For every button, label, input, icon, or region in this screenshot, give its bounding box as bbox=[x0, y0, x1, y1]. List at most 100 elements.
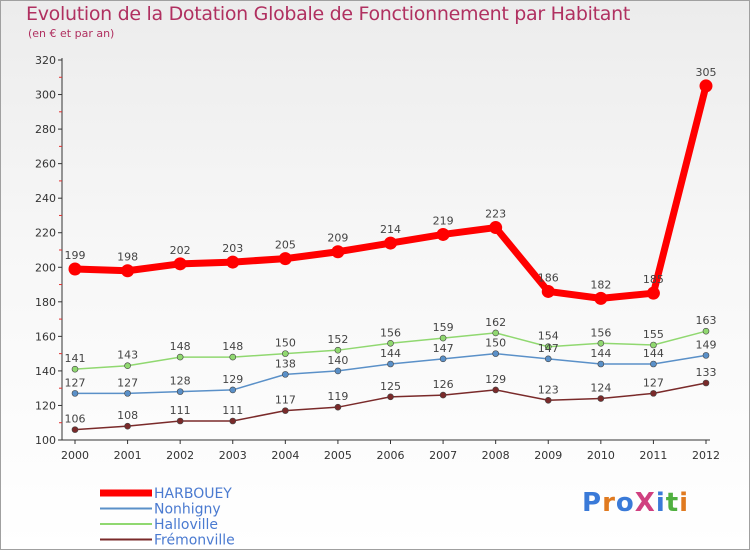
data-label: 182 bbox=[590, 278, 611, 291]
x-tick-label: 2007 bbox=[429, 449, 457, 462]
data-label: 154 bbox=[538, 330, 559, 343]
data-label: 127 bbox=[117, 376, 138, 389]
y-tick-label: 140 bbox=[35, 365, 56, 378]
data-point bbox=[492, 350, 499, 357]
data-label: 219 bbox=[433, 214, 454, 227]
legend-label: Frémonville bbox=[154, 533, 235, 549]
logo-letter: i bbox=[655, 488, 666, 518]
data-point bbox=[229, 386, 237, 394]
y-tick-label: 160 bbox=[35, 330, 56, 343]
data-point bbox=[282, 350, 289, 357]
x-tick-label: 2006 bbox=[377, 449, 405, 462]
data-label: 143 bbox=[117, 349, 138, 362]
x-tick-label: 2010 bbox=[587, 449, 615, 462]
x-tick-label: 2003 bbox=[219, 449, 247, 462]
data-label: 126 bbox=[433, 378, 454, 391]
logo-letter: X bbox=[634, 488, 656, 518]
data-point bbox=[702, 379, 710, 387]
data-label: 125 bbox=[380, 380, 401, 393]
data-label: 150 bbox=[275, 337, 296, 350]
data-label: 144 bbox=[590, 347, 611, 360]
y-tick-label: 240 bbox=[35, 192, 56, 205]
data-point bbox=[124, 422, 131, 430]
data-point bbox=[68, 262, 82, 276]
data-point bbox=[121, 264, 135, 278]
data-point bbox=[282, 407, 289, 414]
x-tick-label: 2001 bbox=[114, 449, 142, 462]
data-label: 141 bbox=[65, 352, 86, 365]
chart-title: Evolution de la Dotation Globale de Fonc… bbox=[26, 3, 631, 25]
data-label: 147 bbox=[538, 342, 559, 355]
data-point bbox=[439, 334, 447, 342]
data-point bbox=[702, 327, 710, 335]
data-point bbox=[71, 390, 79, 397]
data-label: 140 bbox=[327, 354, 348, 367]
data-point bbox=[387, 339, 394, 347]
data-point bbox=[544, 355, 552, 363]
data-point bbox=[71, 365, 79, 373]
data-point bbox=[176, 388, 184, 395]
data-label: 305 bbox=[696, 66, 717, 79]
data-point bbox=[229, 353, 237, 361]
data-point bbox=[492, 386, 499, 394]
logo-letter: i bbox=[679, 488, 690, 518]
x-tick-label: 2005 bbox=[324, 449, 352, 462]
data-point bbox=[489, 221, 503, 235]
data-point bbox=[650, 341, 657, 349]
data-label: 129 bbox=[485, 373, 506, 386]
data-point bbox=[439, 355, 447, 363]
data-label: 223 bbox=[485, 208, 506, 221]
data-label: 144 bbox=[643, 347, 664, 360]
y-tick-label: 200 bbox=[35, 261, 56, 274]
series-layer bbox=[68, 79, 713, 433]
data-label: 155 bbox=[643, 328, 664, 341]
series-nonhigny bbox=[71, 350, 710, 397]
x-tick-label: 2008 bbox=[482, 449, 510, 462]
data-label: 163 bbox=[696, 314, 717, 327]
data-point bbox=[597, 395, 605, 402]
data-label: 128 bbox=[170, 375, 191, 388]
data-label: 111 bbox=[170, 404, 191, 417]
series-harbouey bbox=[68, 79, 713, 305]
series-frémonville bbox=[71, 379, 710, 433]
data-point bbox=[650, 390, 657, 397]
data-point bbox=[439, 391, 447, 399]
legend-label: Nonhigny bbox=[154, 502, 221, 518]
data-label: 119 bbox=[327, 390, 348, 403]
data-label: 198 bbox=[117, 251, 138, 264]
data-label: 202 bbox=[170, 244, 191, 257]
y-tick-label: 180 bbox=[35, 296, 56, 309]
data-label: 148 bbox=[170, 340, 191, 353]
data-label: 108 bbox=[117, 409, 138, 422]
data-point bbox=[597, 360, 605, 368]
data-point bbox=[597, 339, 605, 347]
data-label: 127 bbox=[643, 376, 664, 389]
data-label: 129 bbox=[222, 373, 243, 386]
logo-letter: P bbox=[582, 488, 603, 518]
data-point bbox=[699, 79, 713, 93]
data-point bbox=[387, 360, 394, 368]
x-tick-label: 2009 bbox=[534, 449, 562, 462]
data-point bbox=[176, 353, 184, 361]
data-point bbox=[278, 252, 292, 266]
data-label: 214 bbox=[380, 223, 401, 236]
y-tick-label: 320 bbox=[35, 54, 56, 67]
data-label: 106 bbox=[65, 413, 86, 426]
y-tick-label: 120 bbox=[35, 399, 56, 412]
data-point bbox=[544, 343, 552, 351]
data-label: 124 bbox=[590, 382, 611, 395]
data-label: 159 bbox=[433, 321, 454, 334]
data-label: 149 bbox=[696, 338, 717, 351]
data-label: 152 bbox=[327, 333, 348, 346]
logo-letter: t bbox=[665, 488, 680, 518]
data-label: 123 bbox=[538, 383, 559, 396]
data-point bbox=[71, 426, 79, 433]
x-tick-label: 2000 bbox=[61, 449, 89, 462]
data-label: 186 bbox=[538, 271, 559, 284]
data-point bbox=[282, 371, 289, 378]
y-tick-label: 300 bbox=[35, 89, 56, 102]
series-halloville bbox=[71, 327, 710, 373]
data-point bbox=[176, 417, 184, 425]
data-label: 203 bbox=[222, 242, 243, 255]
x-tick-label: 2012 bbox=[692, 449, 720, 462]
